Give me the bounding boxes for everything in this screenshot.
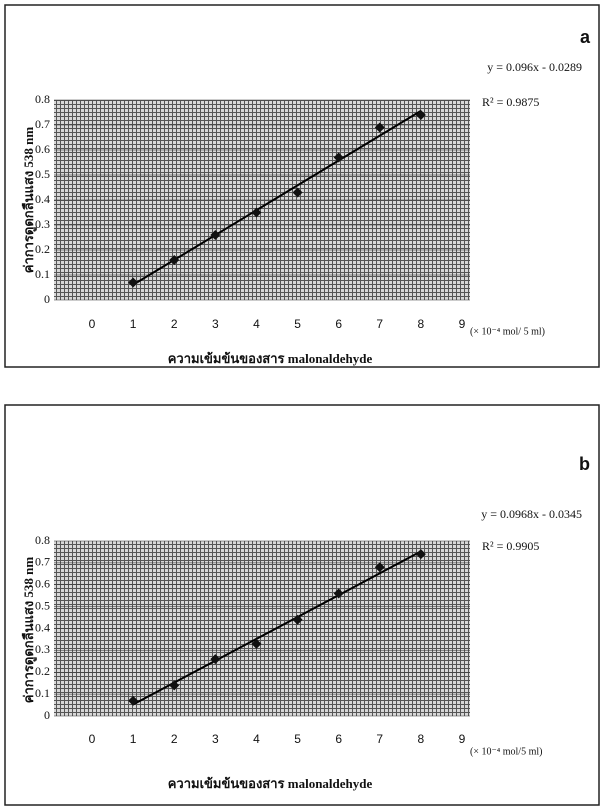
frame-a	[4, 4, 600, 368]
x-tick-label: 9	[459, 732, 466, 746]
y-tick-label: 0.3	[35, 642, 50, 656]
y-tick-label: 0.2	[35, 242, 50, 256]
y-tick-label: 0.8	[35, 533, 50, 547]
y-tick-label: 0.5	[35, 598, 50, 612]
y-tick-label: 0.6	[35, 577, 50, 591]
y-tick-label: 0.8	[35, 92, 50, 106]
y-tick-label: 0.1	[35, 686, 50, 700]
equation: y = 0.0968x - 0.0345	[481, 507, 582, 521]
y-tick-label: 0.7	[35, 117, 50, 131]
y-tick-label: 0.6	[35, 142, 50, 156]
x-tick-label: 6	[335, 732, 342, 746]
x-tick-label: 9	[459, 317, 466, 331]
x-unit: (× 10⁻⁴ mol/5 ml)	[470, 746, 542, 757]
x-tick-label: 1	[130, 317, 137, 331]
data-point	[333, 152, 344, 163]
data-point	[415, 549, 426, 560]
frame-b	[4, 404, 600, 806]
trendline	[132, 550, 422, 706]
y-axis-label: ค่าการดูดกลืนแสง 538 nm	[21, 557, 37, 704]
x-axis-label: ความเข้มข้นของสาร malonaldehyde	[168, 351, 373, 366]
x-unit: (× 10⁻⁴ mol/ 5 ml)	[470, 326, 545, 337]
y-tick-label: 0.1	[35, 267, 50, 281]
x-axis-label: ความเข้มข้นของสาร malonaldehyde	[168, 776, 373, 791]
y-tick-label: 0.2	[35, 664, 50, 678]
x-tick-label: 1	[130, 732, 137, 746]
data-point	[292, 614, 303, 625]
x-tick-label: 0	[89, 317, 96, 331]
y-tick-label: 0.7	[35, 555, 50, 569]
x-tick-label: 6	[335, 317, 342, 331]
data-point	[251, 638, 262, 649]
data-point	[333, 588, 344, 599]
x-tick-label: 2	[171, 732, 178, 746]
x-tick-label: 8	[418, 732, 425, 746]
y-axis-label: ค่าการดูดกลืนแสง 538 nm	[21, 127, 37, 274]
trendline	[132, 109, 422, 286]
data-point	[210, 230, 221, 240]
x-tick-label: 0	[89, 732, 96, 746]
panel-label: b	[579, 454, 590, 474]
data-point	[251, 207, 262, 218]
x-tick-label: 7	[376, 317, 383, 331]
y-tick-label: 0.5	[35, 167, 50, 181]
x-tick-label: 4	[253, 732, 260, 746]
y-tick-label: 0	[44, 708, 50, 722]
equation: y = 0.096x - 0.0289	[487, 60, 582, 74]
r-squared: R² = 0.9905	[482, 539, 539, 553]
data-point	[415, 110, 426, 120]
y-tick-label: 0.4	[35, 192, 50, 206]
data-point	[292, 187, 303, 198]
y-tick-label: 0.4	[35, 620, 50, 634]
data-point	[374, 562, 385, 573]
data-point	[169, 255, 180, 265]
x-tick-label: 2	[171, 317, 178, 331]
data-point	[374, 122, 385, 133]
x-tick-label: 8	[418, 317, 425, 331]
x-tick-label: 5	[294, 732, 301, 746]
data-point	[128, 695, 139, 706]
panel-label: a	[580, 27, 591, 47]
x-tick-label: 3	[212, 732, 219, 746]
y-tick-label: 0.3	[35, 217, 50, 231]
x-tick-label: 5	[294, 317, 301, 331]
x-tick-label: 7	[376, 732, 383, 746]
data-point	[210, 654, 221, 665]
x-tick-label: 3	[212, 317, 219, 331]
r-squared: R² = 0.9875	[482, 95, 539, 109]
data-point	[169, 680, 180, 691]
data-point	[128, 277, 139, 288]
y-tick-label: 0	[44, 292, 50, 306]
x-tick-label: 4	[253, 317, 260, 331]
